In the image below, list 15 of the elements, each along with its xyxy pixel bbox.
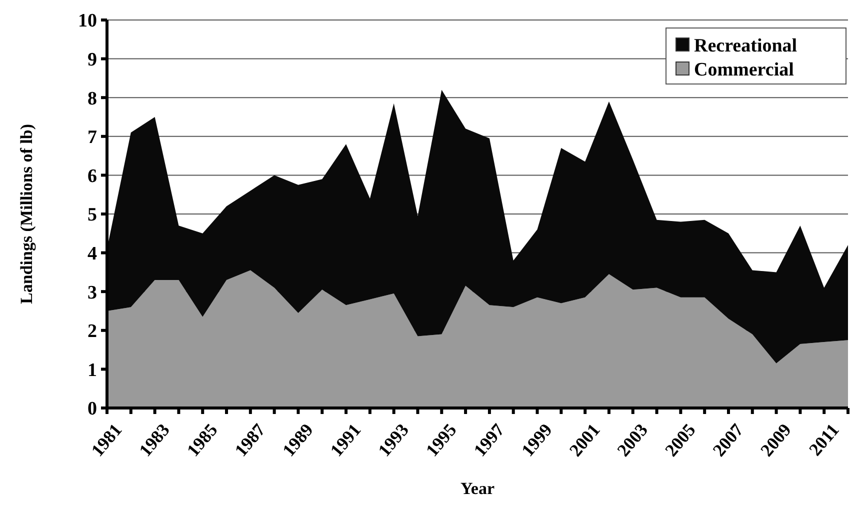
y-tick-label: 0 xyxy=(88,398,97,420)
legend-label: Commercial xyxy=(694,60,794,81)
y-tick-label: 8 xyxy=(88,88,97,110)
y-tick-label: 10 xyxy=(78,10,97,32)
y-tick-label: 6 xyxy=(88,166,97,187)
y-axis-title: Landings (Millions of lb) xyxy=(17,124,36,304)
y-tick-label: 3 xyxy=(88,282,97,304)
y-tick-label: 5 xyxy=(88,204,97,226)
y-tick-label: 7 xyxy=(88,127,98,148)
y-tick-label: 2 xyxy=(88,321,97,342)
y-tick-label: 9 xyxy=(88,49,97,70)
x-axis-title: Year xyxy=(460,479,495,498)
y-tick-label: 4 xyxy=(88,243,98,264)
legend-label: Recreational xyxy=(694,36,798,57)
y-tick-label: 1 xyxy=(88,360,97,381)
